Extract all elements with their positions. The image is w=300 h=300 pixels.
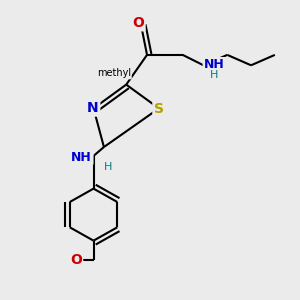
Text: O: O: [70, 253, 82, 267]
Text: O: O: [132, 16, 144, 30]
Text: N: N: [87, 101, 99, 115]
Text: methyl: methyl: [97, 68, 131, 78]
Text: NH: NH: [71, 151, 92, 164]
Text: S: S: [154, 102, 164, 116]
Text: H: H: [104, 163, 112, 172]
Text: H: H: [209, 70, 218, 80]
Text: NH: NH: [204, 58, 225, 71]
